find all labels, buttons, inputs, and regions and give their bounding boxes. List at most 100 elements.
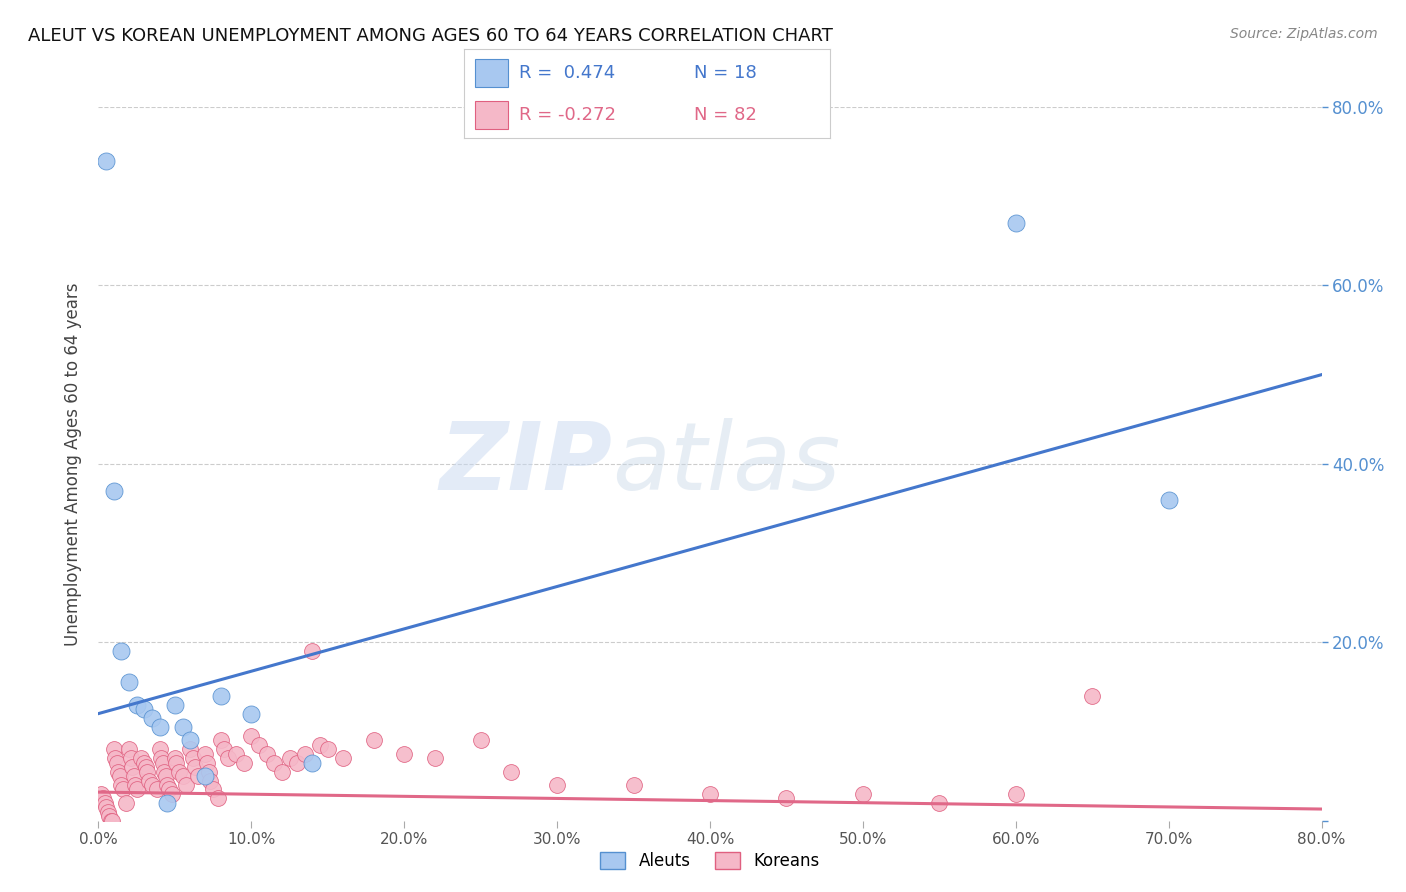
Point: [198, 773, 221, 788]
Point: [392, 747, 416, 761]
Point: [120, 751, 142, 765]
Point: [152, 756, 174, 770]
Point: [172, 720, 194, 734]
Point: [309, 738, 332, 752]
Point: [278, 751, 301, 765]
Point: [103, 483, 125, 498]
Point: [301, 756, 323, 770]
Point: [124, 778, 146, 792]
Point: [194, 747, 217, 761]
Point: [207, 791, 229, 805]
Point: [217, 751, 239, 765]
Point: [93, 796, 115, 810]
Point: [125, 782, 148, 797]
Legend: Aleuts, Koreans: Aleuts, Koreans: [593, 845, 827, 877]
Text: atlas: atlas: [612, 418, 841, 509]
Point: [141, 778, 163, 792]
Point: [174, 778, 197, 792]
Point: [134, 756, 156, 770]
Point: [160, 787, 183, 801]
Point: [149, 720, 172, 734]
Point: [100, 814, 122, 828]
Point: [928, 796, 950, 810]
Point: [179, 733, 201, 747]
Point: [90, 787, 112, 801]
Point: [153, 764, 176, 779]
Point: [103, 742, 125, 756]
Point: [209, 733, 232, 747]
Point: [145, 782, 167, 797]
Point: [149, 742, 172, 756]
Bar: [475, 59, 508, 87]
Point: [187, 769, 209, 783]
Text: ALEUT VS KOREAN UNEMPLOYMENT AMONG AGES 60 TO 64 YEARS CORRELATION CHART: ALEUT VS KOREAN UNEMPLOYMENT AMONG AGES …: [28, 27, 832, 45]
Text: R =  0.474: R = 0.474: [519, 64, 614, 82]
Point: [332, 751, 354, 765]
Point: [247, 738, 270, 752]
Point: [150, 751, 173, 765]
Point: [118, 742, 141, 756]
Y-axis label: Unemployment Among Ages 60 to 64 years: Unemployment Among Ages 60 to 64 years: [65, 282, 83, 646]
Point: [195, 756, 218, 770]
Point: [125, 698, 148, 712]
Point: [1081, 689, 1104, 703]
Point: [184, 760, 207, 774]
Point: [501, 764, 523, 779]
Text: ZIP: ZIP: [439, 417, 612, 510]
Point: [107, 764, 129, 779]
Point: [165, 756, 187, 770]
Point: [623, 778, 645, 792]
Point: [122, 769, 145, 783]
Point: [209, 689, 232, 703]
Point: [108, 769, 131, 783]
Point: [156, 796, 179, 810]
Point: [775, 791, 797, 805]
Point: [423, 751, 446, 765]
Point: [136, 764, 159, 779]
Point: [141, 711, 163, 725]
Point: [135, 760, 157, 774]
Point: [134, 702, 156, 716]
Point: [1004, 216, 1026, 230]
Point: [316, 742, 339, 756]
Point: [163, 751, 186, 765]
Point: [121, 760, 143, 774]
Point: [1157, 492, 1180, 507]
Point: [263, 756, 285, 770]
Text: Source: ZipAtlas.com: Source: ZipAtlas.com: [1230, 27, 1378, 41]
Point: [699, 787, 721, 801]
Point: [94, 153, 117, 168]
Point: [212, 742, 235, 756]
Point: [202, 782, 225, 797]
Point: [172, 769, 194, 783]
Point: [156, 778, 179, 792]
Point: [97, 805, 120, 819]
Point: [285, 756, 308, 770]
Point: [294, 747, 316, 761]
Point: [115, 796, 138, 810]
Point: [181, 751, 204, 765]
Point: [301, 644, 323, 658]
Point: [240, 706, 263, 721]
Point: [270, 764, 292, 779]
Point: [1004, 787, 1026, 801]
Point: [138, 773, 160, 788]
Point: [225, 747, 247, 761]
Text: N = 82: N = 82: [695, 106, 758, 124]
Point: [197, 764, 219, 779]
Point: [157, 782, 180, 797]
Point: [110, 644, 132, 658]
Point: [104, 751, 127, 765]
Point: [163, 698, 186, 712]
Point: [232, 756, 254, 770]
Point: [256, 747, 278, 761]
Point: [169, 764, 191, 779]
Point: [101, 814, 124, 828]
Point: [470, 733, 492, 747]
Point: [179, 742, 201, 756]
Text: R = -0.272: R = -0.272: [519, 106, 616, 124]
Point: [111, 782, 134, 797]
Point: [91, 791, 114, 805]
Point: [105, 756, 128, 770]
Text: N = 18: N = 18: [695, 64, 756, 82]
